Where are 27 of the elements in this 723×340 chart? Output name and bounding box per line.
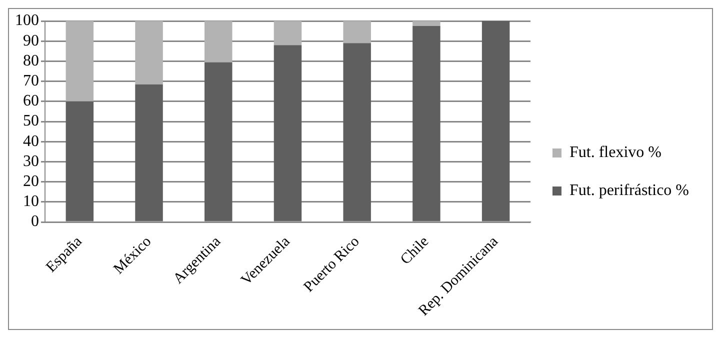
bar: [343, 21, 371, 44]
y-tick-label: 40: [23, 132, 39, 150]
bar: [412, 26, 440, 222]
bar: [343, 43, 371, 222]
legend-label: Fut. perifrástico %: [569, 182, 690, 200]
y-tick-label: 30: [23, 152, 39, 170]
x-tick-label: Chile: [398, 233, 432, 268]
bar: [66, 21, 94, 102]
y-tick-label: 20: [23, 173, 39, 190]
bar: [204, 62, 232, 222]
bar: [412, 21, 440, 26]
y-tick-label: 100: [15, 12, 39, 30]
y-tick-label: 70: [23, 72, 39, 90]
y-tick-label: 50: [23, 112, 39, 130]
legend-label: Fut. flexivo %: [569, 144, 662, 162]
y-tick-label: 0: [31, 213, 39, 230]
bar: [274, 45, 302, 222]
bar: [204, 21, 232, 62]
y-tick-label: 60: [23, 92, 39, 110]
y-tick-label: 10: [23, 193, 39, 210]
bar: [482, 21, 510, 222]
bar: [274, 21, 302, 46]
bar: [135, 21, 163, 84]
y-tick-label: 80: [23, 52, 39, 70]
bar: [66, 101, 94, 222]
bar: [135, 84, 163, 222]
y-tick-label: 90: [23, 32, 39, 50]
